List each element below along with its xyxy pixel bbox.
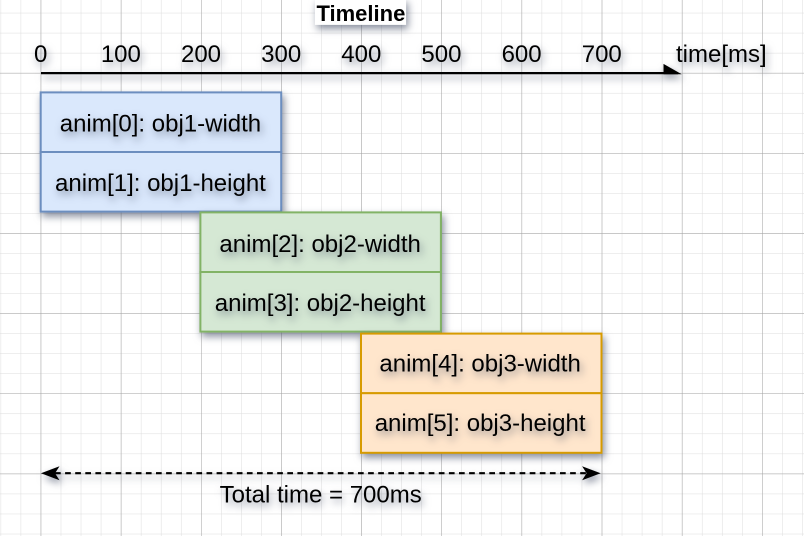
svg-text:600: 600 — [502, 41, 542, 68]
svg-text:anim[5]: obj3-height: anim[5]: obj3-height — [375, 410, 586, 437]
svg-text:anim[4]: obj3-width: anim[4]: obj3-width — [379, 350, 580, 377]
svg-text:0: 0 — [34, 41, 47, 68]
svg-text:anim[3]: obj2-height: anim[3]: obj2-height — [215, 290, 426, 317]
svg-text:300: 300 — [261, 41, 301, 68]
svg-text:400: 400 — [341, 41, 381, 68]
svg-text:anim[1]: obj1-height: anim[1]: obj1-height — [55, 170, 266, 197]
svg-text:700: 700 — [582, 41, 622, 68]
svg-text:Timeline: Timeline — [316, 1, 405, 26]
svg-text:Total time = 700ms: Total time = 700ms — [220, 481, 422, 508]
svg-text:100: 100 — [101, 41, 141, 68]
svg-text:anim[2]: obj2-width: anim[2]: obj2-width — [219, 231, 420, 258]
svg-text:200: 200 — [181, 41, 221, 68]
svg-text:500: 500 — [421, 41, 461, 68]
svg-text:anim[0]: obj1-width: anim[0]: obj1-width — [60, 111, 261, 138]
svg-text:time[ms]: time[ms] — [676, 41, 767, 68]
